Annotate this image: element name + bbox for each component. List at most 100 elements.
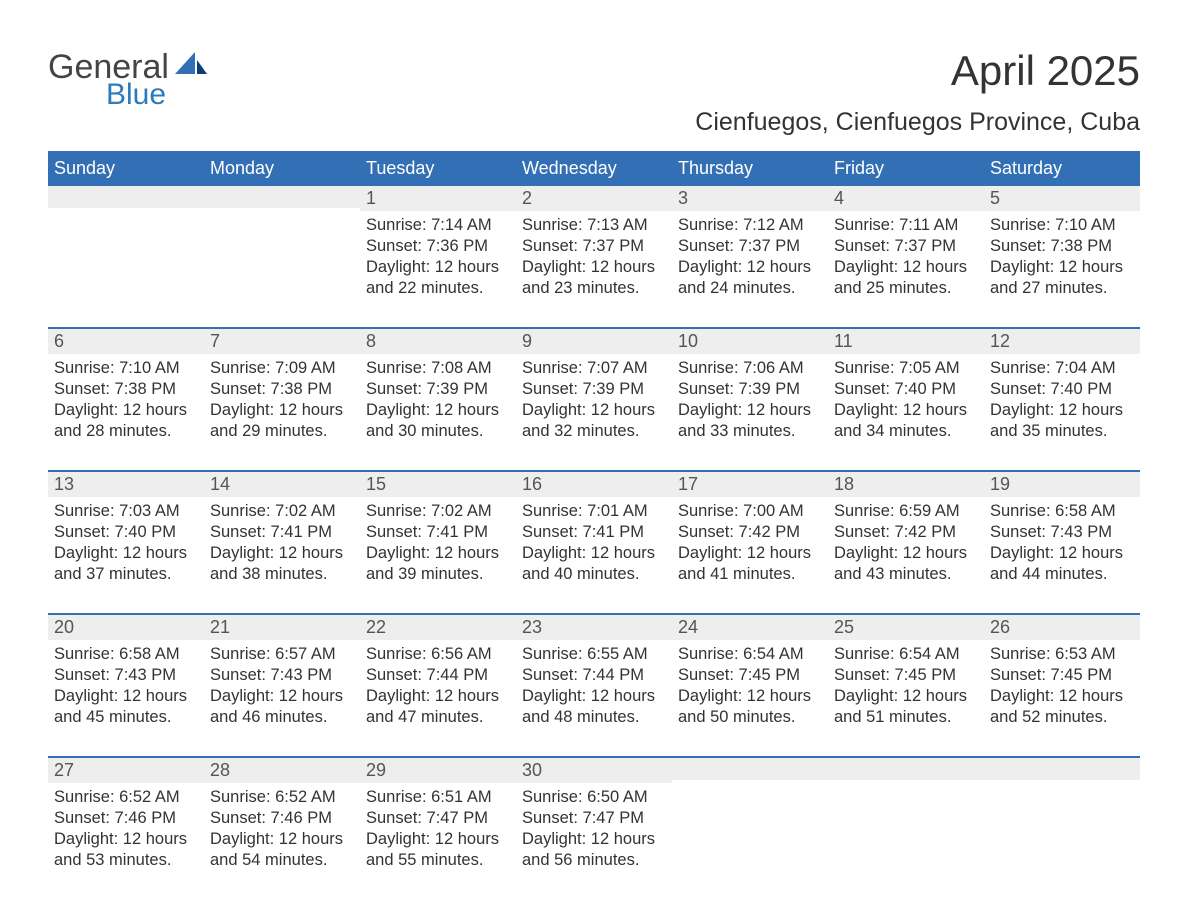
day-cell: 16Sunrise: 7:01 AMSunset: 7:41 PMDayligh… bbox=[516, 472, 672, 597]
day-details: Sunrise: 6:52 AMSunset: 7:46 PMDaylight:… bbox=[204, 783, 360, 875]
day-number: 21 bbox=[204, 615, 360, 640]
logo: General Blue bbox=[48, 50, 209, 110]
week-row: 1Sunrise: 7:14 AMSunset: 7:36 PMDaylight… bbox=[48, 186, 1140, 311]
sail-icon bbox=[173, 50, 209, 83]
day-cell bbox=[48, 186, 204, 311]
daylight-text: Daylight: 12 hours and 38 minutes. bbox=[210, 543, 354, 585]
day-cell: 28Sunrise: 6:52 AMSunset: 7:46 PMDayligh… bbox=[204, 758, 360, 883]
day-details: Sunrise: 7:10 AMSunset: 7:38 PMDaylight:… bbox=[48, 354, 204, 446]
week-row: 27Sunrise: 6:52 AMSunset: 7:46 PMDayligh… bbox=[48, 756, 1140, 883]
sunset-text: Sunset: 7:42 PM bbox=[834, 522, 978, 543]
day-details: Sunrise: 7:00 AMSunset: 7:42 PMDaylight:… bbox=[672, 497, 828, 589]
sunset-text: Sunset: 7:45 PM bbox=[990, 665, 1134, 686]
weekday-header: Monday bbox=[204, 151, 360, 186]
day-cell: 2Sunrise: 7:13 AMSunset: 7:37 PMDaylight… bbox=[516, 186, 672, 311]
sunset-text: Sunset: 7:46 PM bbox=[54, 808, 198, 829]
day-details: Sunrise: 6:50 AMSunset: 7:47 PMDaylight:… bbox=[516, 783, 672, 875]
day-cell bbox=[204, 186, 360, 311]
sunrise-text: Sunrise: 7:02 AM bbox=[210, 501, 354, 522]
day-cell: 23Sunrise: 6:55 AMSunset: 7:44 PMDayligh… bbox=[516, 615, 672, 740]
day-details: Sunrise: 6:58 AMSunset: 7:43 PMDaylight:… bbox=[984, 497, 1140, 589]
daylight-text: Daylight: 12 hours and 47 minutes. bbox=[366, 686, 510, 728]
sunset-text: Sunset: 7:39 PM bbox=[522, 379, 666, 400]
day-number: 25 bbox=[828, 615, 984, 640]
day-details: Sunrise: 7:06 AMSunset: 7:39 PMDaylight:… bbox=[672, 354, 828, 446]
sunrise-text: Sunrise: 7:10 AM bbox=[990, 215, 1134, 236]
day-details: Sunrise: 7:08 AMSunset: 7:39 PMDaylight:… bbox=[360, 354, 516, 446]
week-row: 20Sunrise: 6:58 AMSunset: 7:43 PMDayligh… bbox=[48, 613, 1140, 740]
day-cell: 4Sunrise: 7:11 AMSunset: 7:37 PMDaylight… bbox=[828, 186, 984, 311]
sunset-text: Sunset: 7:44 PM bbox=[366, 665, 510, 686]
sunset-text: Sunset: 7:40 PM bbox=[990, 379, 1134, 400]
sunrise-text: Sunrise: 7:05 AM bbox=[834, 358, 978, 379]
sunset-text: Sunset: 7:41 PM bbox=[522, 522, 666, 543]
day-details: Sunrise: 6:52 AMSunset: 7:46 PMDaylight:… bbox=[48, 783, 204, 875]
daylight-text: Daylight: 12 hours and 35 minutes. bbox=[990, 400, 1134, 442]
sunrise-text: Sunrise: 7:09 AM bbox=[210, 358, 354, 379]
daylight-text: Daylight: 12 hours and 40 minutes. bbox=[522, 543, 666, 585]
sunrise-text: Sunrise: 7:12 AM bbox=[678, 215, 822, 236]
daylight-text: Daylight: 12 hours and 54 minutes. bbox=[210, 829, 354, 871]
sunrise-text: Sunrise: 6:58 AM bbox=[54, 644, 198, 665]
daylight-text: Daylight: 12 hours and 46 minutes. bbox=[210, 686, 354, 728]
day-number: 12 bbox=[984, 329, 1140, 354]
day-cell: 9Sunrise: 7:07 AMSunset: 7:39 PMDaylight… bbox=[516, 329, 672, 454]
day-number bbox=[672, 758, 828, 780]
day-cell: 26Sunrise: 6:53 AMSunset: 7:45 PMDayligh… bbox=[984, 615, 1140, 740]
sunset-text: Sunset: 7:37 PM bbox=[834, 236, 978, 257]
day-details: Sunrise: 7:05 AMSunset: 7:40 PMDaylight:… bbox=[828, 354, 984, 446]
daylight-text: Daylight: 12 hours and 33 minutes. bbox=[678, 400, 822, 442]
day-number: 20 bbox=[48, 615, 204, 640]
sunset-text: Sunset: 7:38 PM bbox=[210, 379, 354, 400]
day-cell: 25Sunrise: 6:54 AMSunset: 7:45 PMDayligh… bbox=[828, 615, 984, 740]
daylight-text: Daylight: 12 hours and 30 minutes. bbox=[366, 400, 510, 442]
sunrise-text: Sunrise: 7:04 AM bbox=[990, 358, 1134, 379]
week-row: 13Sunrise: 7:03 AMSunset: 7:40 PMDayligh… bbox=[48, 470, 1140, 597]
calendar: Sunday Monday Tuesday Wednesday Thursday… bbox=[48, 151, 1140, 883]
daylight-text: Daylight: 12 hours and 39 minutes. bbox=[366, 543, 510, 585]
day-details: Sunrise: 7:13 AMSunset: 7:37 PMDaylight:… bbox=[516, 211, 672, 303]
day-cell: 20Sunrise: 6:58 AMSunset: 7:43 PMDayligh… bbox=[48, 615, 204, 740]
day-cell: 15Sunrise: 7:02 AMSunset: 7:41 PMDayligh… bbox=[360, 472, 516, 597]
daylight-text: Daylight: 12 hours and 24 minutes. bbox=[678, 257, 822, 299]
daylight-text: Daylight: 12 hours and 45 minutes. bbox=[54, 686, 198, 728]
day-number: 15 bbox=[360, 472, 516, 497]
day-details: Sunrise: 7:09 AMSunset: 7:38 PMDaylight:… bbox=[204, 354, 360, 446]
day-number: 14 bbox=[204, 472, 360, 497]
day-details: Sunrise: 7:02 AMSunset: 7:41 PMDaylight:… bbox=[360, 497, 516, 589]
location: Cienfuegos, Cienfuegos Province, Cuba bbox=[695, 108, 1140, 137]
sunset-text: Sunset: 7:38 PM bbox=[54, 379, 198, 400]
daylight-text: Daylight: 12 hours and 44 minutes. bbox=[990, 543, 1134, 585]
day-cell: 29Sunrise: 6:51 AMSunset: 7:47 PMDayligh… bbox=[360, 758, 516, 883]
day-details: Sunrise: 6:56 AMSunset: 7:44 PMDaylight:… bbox=[360, 640, 516, 732]
daylight-text: Daylight: 12 hours and 28 minutes. bbox=[54, 400, 198, 442]
sunset-text: Sunset: 7:37 PM bbox=[678, 236, 822, 257]
day-number: 4 bbox=[828, 186, 984, 211]
sunset-text: Sunset: 7:47 PM bbox=[522, 808, 666, 829]
day-cell: 7Sunrise: 7:09 AMSunset: 7:38 PMDaylight… bbox=[204, 329, 360, 454]
day-number: 2 bbox=[516, 186, 672, 211]
sunrise-text: Sunrise: 7:02 AM bbox=[366, 501, 510, 522]
day-details: Sunrise: 6:54 AMSunset: 7:45 PMDaylight:… bbox=[672, 640, 828, 732]
day-cell: 1Sunrise: 7:14 AMSunset: 7:36 PMDaylight… bbox=[360, 186, 516, 311]
daylight-text: Daylight: 12 hours and 27 minutes. bbox=[990, 257, 1134, 299]
day-number: 11 bbox=[828, 329, 984, 354]
day-number bbox=[48, 186, 204, 208]
day-cell: 13Sunrise: 7:03 AMSunset: 7:40 PMDayligh… bbox=[48, 472, 204, 597]
sunset-text: Sunset: 7:40 PM bbox=[54, 522, 198, 543]
day-details: Sunrise: 6:54 AMSunset: 7:45 PMDaylight:… bbox=[828, 640, 984, 732]
day-details: Sunrise: 7:02 AMSunset: 7:41 PMDaylight:… bbox=[204, 497, 360, 589]
day-number bbox=[204, 186, 360, 208]
day-number: 13 bbox=[48, 472, 204, 497]
day-cell: 5Sunrise: 7:10 AMSunset: 7:38 PMDaylight… bbox=[984, 186, 1140, 311]
day-cell bbox=[984, 758, 1140, 883]
sunrise-text: Sunrise: 6:50 AM bbox=[522, 787, 666, 808]
sunrise-text: Sunrise: 7:00 AM bbox=[678, 501, 822, 522]
sunrise-text: Sunrise: 6:58 AM bbox=[990, 501, 1134, 522]
day-number bbox=[828, 758, 984, 780]
day-number: 7 bbox=[204, 329, 360, 354]
title-block: April 2025 Cienfuegos, Cienfuegos Provin… bbox=[695, 50, 1140, 137]
daylight-text: Daylight: 12 hours and 48 minutes. bbox=[522, 686, 666, 728]
weeks-container: 1Sunrise: 7:14 AMSunset: 7:36 PMDaylight… bbox=[48, 186, 1140, 883]
day-cell: 12 Sunrise: 7:04 AMSunset: 7:40 PMDayligh… bbox=[984, 329, 1140, 454]
